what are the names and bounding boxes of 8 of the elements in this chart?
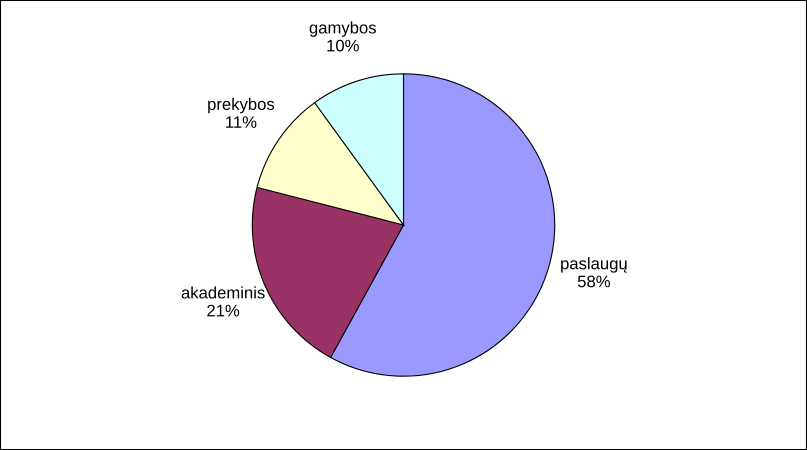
data-label: 11% [226, 116, 256, 128]
slice-label: prekybos [208, 98, 274, 114]
slice-label: akademinis [182, 286, 265, 299]
slice-label: gamybos [310, 21, 376, 37]
slice-label: paslaugų [561, 257, 627, 273]
data-label: 21% [207, 304, 240, 316]
data-label: 10% [327, 40, 359, 52]
data-label: 58% [578, 276, 610, 288]
